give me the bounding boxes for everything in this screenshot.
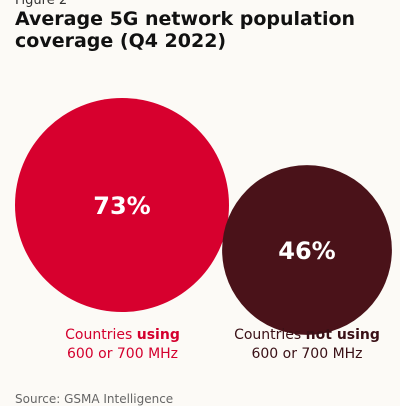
- bubble-not-using: [222, 165, 392, 335]
- caption-using: Countries using 600 or 700 MHz: [30, 326, 215, 364]
- caption-not-using: Countries not using 600 or 700 MHz: [228, 326, 386, 364]
- caption-using-bold: using: [136, 327, 180, 343]
- caption-not-using-line1: Countries not using: [228, 326, 386, 345]
- data-label-using: 73%: [93, 192, 150, 220]
- caption-not-using-line2: 600 or 700 MHz: [251, 346, 363, 362]
- source-note: Source: GSMA Intelligence: [15, 392, 174, 406]
- caption-not-using-prefix: Countries: [234, 327, 306, 343]
- data-label-not-using: 46%: [278, 237, 335, 265]
- caption-using-prefix: Countries: [65, 327, 137, 343]
- caption-using-line2: 600 or 700 MHz: [66, 346, 179, 362]
- caption-using-line1: Countries using: [30, 326, 215, 345]
- chart-title: Average 5G network population coverage (…: [15, 8, 356, 52]
- caption-not-using-bold: not using: [305, 327, 380, 343]
- figure-label: Figure 2: [15, 0, 68, 8]
- bubble-using: [15, 98, 229, 312]
